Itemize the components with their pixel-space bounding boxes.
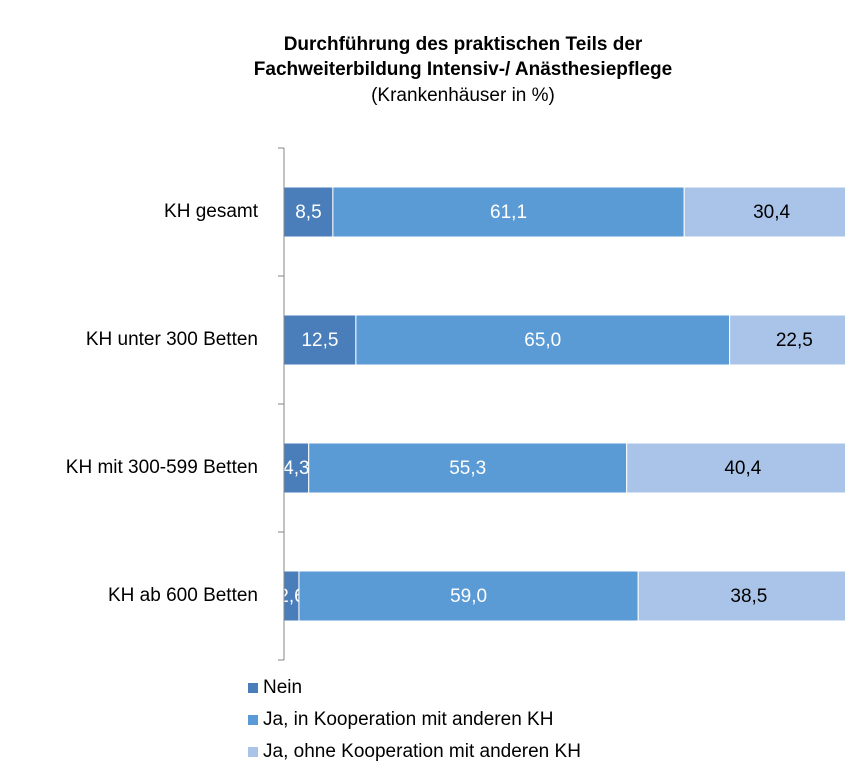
bar-segment bbox=[283, 314, 357, 366]
data-label: 30,4 bbox=[753, 202, 790, 223]
bar-segment bbox=[683, 186, 845, 238]
legend-swatch bbox=[248, 715, 258, 725]
legend-label: Ja, in Kooperation mit anderen KH bbox=[263, 709, 553, 730]
bar-segment bbox=[637, 570, 845, 622]
data-label: 55,3 bbox=[449, 458, 486, 479]
bar-segment bbox=[332, 186, 685, 238]
data-label: 61,1 bbox=[490, 202, 527, 223]
data-label: 40,4 bbox=[724, 458, 761, 479]
bar-segment bbox=[298, 570, 639, 622]
bar-segment bbox=[355, 314, 731, 366]
chart-title: Fachweiterbildung Intensiv-/ Anästhesiep… bbox=[254, 59, 672, 80]
bar-segment bbox=[729, 314, 845, 366]
data-label: 8,5 bbox=[295, 202, 321, 223]
chart-title: Durchführung des praktischen Teils der bbox=[284, 34, 643, 55]
data-label: 2,6 bbox=[278, 586, 304, 607]
data-label: 22,5 bbox=[776, 330, 813, 351]
y-tick-label: KH ab 600 Betten bbox=[108, 585, 258, 606]
y-tick-label: KH gesamt bbox=[164, 201, 259, 222]
chart-subtitle: (Krankenhäuser in %) bbox=[371, 85, 555, 106]
bar-segment bbox=[626, 442, 845, 494]
y-tick-label: KH unter 300 Betten bbox=[86, 329, 258, 350]
bar-segment bbox=[283, 186, 334, 238]
data-label: 12,5 bbox=[301, 330, 338, 351]
data-label: 38,5 bbox=[730, 586, 767, 607]
y-tick-label: KH mit 300-599 Betten bbox=[66, 457, 258, 478]
data-label: 4,3 bbox=[283, 458, 309, 479]
data-label: 59,0 bbox=[450, 586, 487, 607]
bar-segment bbox=[308, 442, 628, 494]
legend-swatch bbox=[248, 747, 258, 757]
legend-label: Ja, ohne Kooperation mit anderen KH bbox=[263, 741, 581, 762]
legend-swatch bbox=[248, 683, 258, 693]
data-label: 65,0 bbox=[524, 330, 561, 351]
legend-label: Nein bbox=[263, 677, 302, 698]
